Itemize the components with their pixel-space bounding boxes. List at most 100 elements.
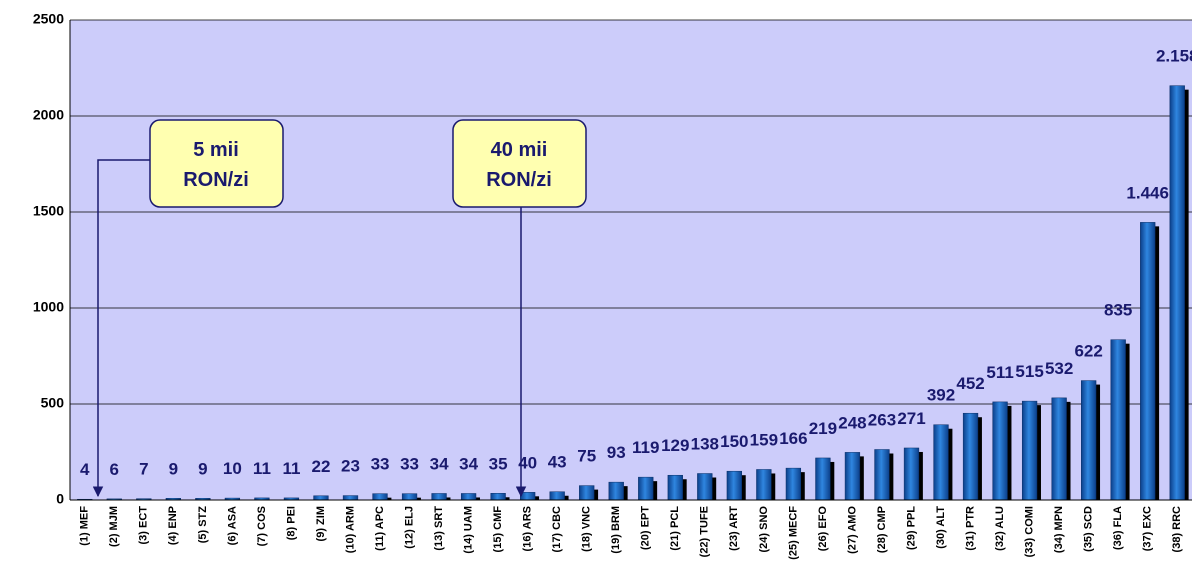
x-tick-label: (21) PCL (669, 506, 681, 551)
bar (992, 401, 1008, 501)
bar (785, 467, 802, 501)
x-tick-label: (19) BRM (610, 506, 622, 554)
x-tick-label: (2) MJM (108, 506, 120, 547)
data-label: 271 (897, 409, 925, 428)
bar (756, 469, 772, 501)
x-tick-label: (29) PPL (905, 506, 917, 550)
bar (431, 493, 447, 501)
x-tick-label: (18) VNC (581, 506, 593, 552)
annotation-text: RON/zi (486, 169, 552, 191)
data-label: 11 (282, 459, 300, 478)
data-label: 622 (1074, 342, 1102, 361)
data-label: 119 (632, 438, 659, 457)
data-label: 9 (198, 459, 207, 478)
annotation-arrow (92, 159, 150, 498)
data-label: 43 (548, 453, 567, 472)
x-tick-label: (34) MPN (1053, 506, 1065, 553)
y-tick-label: 2500 (33, 11, 64, 27)
x-tick-label: (38) RRC (1171, 506, 1183, 553)
x-tick-label: (23) ART (728, 506, 740, 551)
x-tick-label: (14) UAM (463, 506, 475, 554)
bar (933, 424, 949, 501)
data-label: 248 (838, 413, 866, 432)
data-label: 7 (139, 460, 148, 479)
x-tick-label: (27) AMO (846, 506, 858, 554)
bar (697, 473, 713, 501)
annotation-text: 5 mii (193, 139, 239, 161)
data-label: 159 (750, 430, 778, 449)
bar (638, 476, 654, 501)
bar (401, 493, 418, 501)
x-tick-label: (20) EPT (640, 506, 652, 550)
y-tick-label: 1000 (33, 299, 64, 315)
x-tick-label: (1) MEF (79, 506, 91, 546)
y-tick-label: 2000 (33, 107, 64, 123)
bar (372, 493, 388, 501)
x-tick-label: (15) CMF (492, 506, 504, 553)
x-tick-label: (13) SRT (433, 506, 445, 551)
data-label: 34 (459, 454, 478, 473)
x-tick-label: (6) ASA (226, 506, 238, 545)
bar (313, 495, 329, 501)
bar (549, 491, 565, 501)
data-label: 166 (779, 429, 807, 448)
bar (1140, 222, 1156, 501)
x-tick-label: (12) ELJ (403, 506, 415, 549)
annotation-box (452, 119, 587, 208)
bar (460, 493, 477, 501)
bar (579, 485, 595, 501)
data-label: 452 (956, 374, 984, 393)
data-label: 532 (1045, 359, 1073, 378)
bar (962, 412, 979, 501)
bars (77, 85, 1189, 501)
x-tick-label: (17) CBC (551, 506, 563, 553)
data-label: 511 (986, 363, 1013, 382)
data-label: 138 (691, 435, 719, 454)
data-label: 263 (868, 411, 896, 430)
bar (667, 474, 683, 501)
x-tick-label: (30) ALT (935, 506, 947, 549)
x-tick-label: (22) TUFE (699, 506, 711, 557)
x-tick-label: (28) CMP (876, 506, 888, 553)
data-label: 10 (223, 459, 242, 478)
bar (342, 495, 359, 501)
x-tick-label: (16) ARS (522, 506, 534, 551)
y-tick-label: 1500 (33, 203, 64, 219)
data-label: 219 (809, 419, 837, 438)
bar (874, 449, 890, 501)
x-tick-label: (7) COS (256, 506, 268, 546)
bar (608, 481, 624, 501)
x-tick-label: (3) ECT (138, 506, 150, 545)
x-tick-label: (25) MECF (787, 506, 799, 560)
x-tick-label: (35) SCD (1083, 506, 1095, 552)
data-label: 93 (607, 443, 626, 462)
data-label: 34 (430, 454, 449, 473)
bar (726, 470, 742, 501)
x-tick-label: (33) COMI (1024, 506, 1036, 557)
x-tick-label: (31) PTR (964, 506, 976, 551)
x-tick-label: (4) ENP (167, 506, 179, 545)
x-tick-label: (5) STZ (197, 506, 209, 544)
data-label: 392 (927, 386, 955, 405)
annotation-box (149, 119, 284, 208)
data-label: 11 (253, 459, 271, 478)
data-label: 2.158 (1156, 47, 1192, 66)
x-tick-label: (9) ZIM (315, 506, 327, 541)
data-label: 33 (400, 455, 419, 474)
data-label: 33 (371, 455, 390, 474)
bar (490, 493, 506, 501)
bar (903, 447, 920, 501)
x-tick-label: (24) SNO (758, 506, 770, 553)
bar (1169, 85, 1185, 501)
data-label: 515 (1015, 362, 1043, 381)
data-label: 40 (518, 453, 537, 472)
annotation-text: 40 mii (491, 139, 548, 161)
labels: 4 6 7 9 9 10 11 11 22 23 33 33 34 34 35 40 43 75 93 119 129 1… (80, 47, 1192, 480)
bar (1021, 400, 1038, 501)
data-label: 835 (1104, 301, 1132, 320)
x-tick-label: (10) ARM (344, 506, 356, 553)
x-tick-label: (8) PEI (285, 506, 297, 540)
data-label: 129 (661, 436, 689, 455)
data-label: 9 (169, 459, 178, 478)
